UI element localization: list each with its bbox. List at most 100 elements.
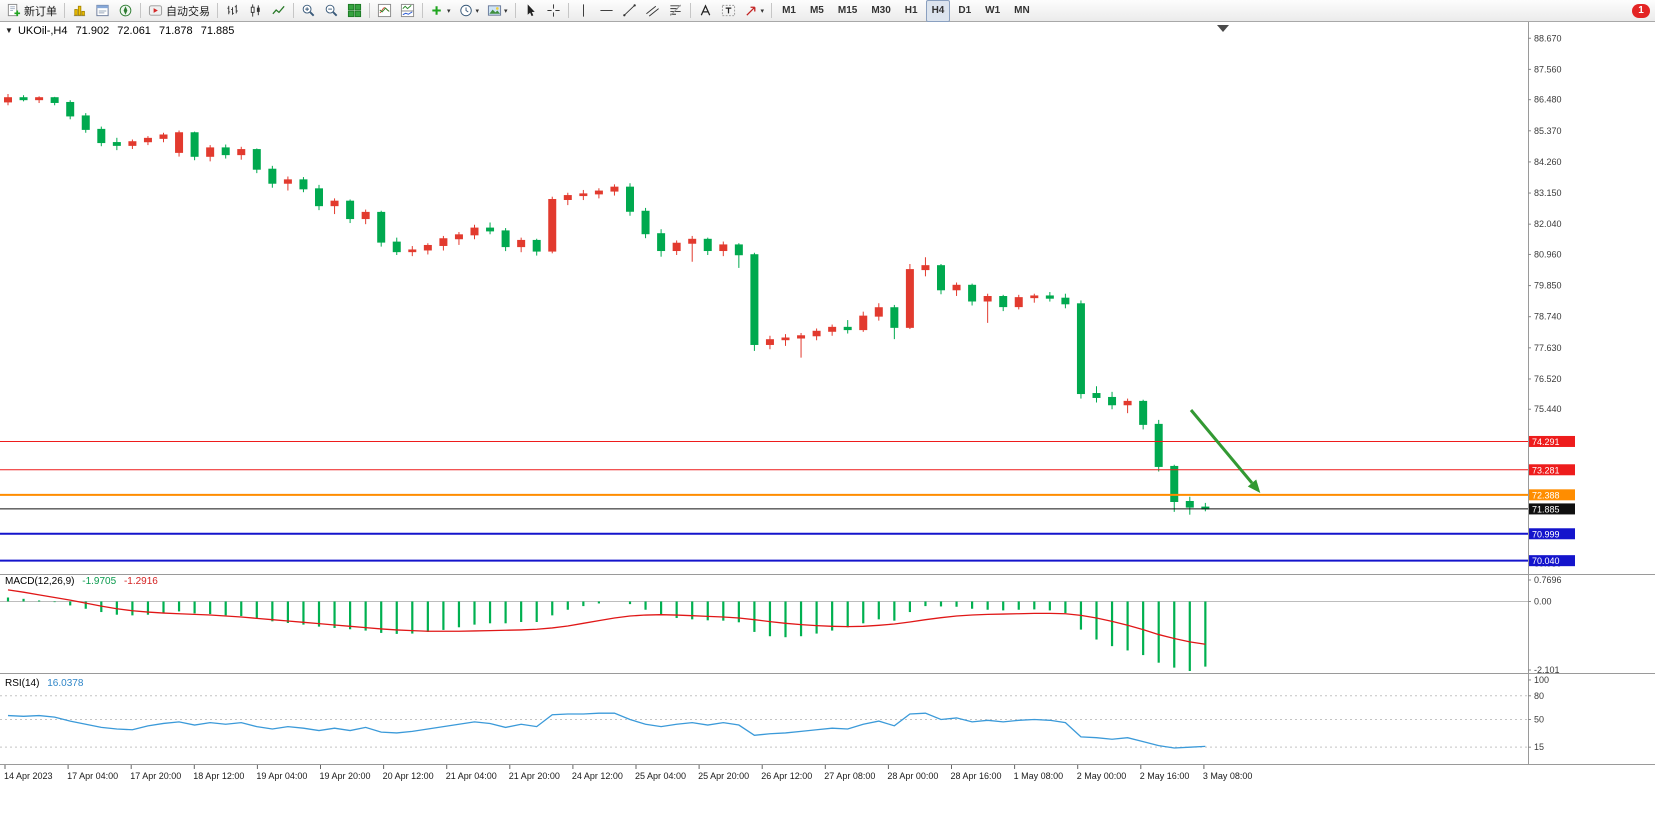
- fibonacci-icon: [668, 3, 683, 18]
- tile-windows-button[interactable]: [344, 1, 365, 21]
- add-indicator-button[interactable]: ▾: [427, 1, 454, 21]
- timeframe-m30[interactable]: M30: [865, 0, 896, 22]
- zoom-out-button[interactable]: [321, 1, 342, 21]
- period-clock-button[interactable]: ▾: [456, 1, 483, 21]
- price-axis-label: 77.630: [1534, 343, 1562, 353]
- dropdown-caret-icon: ▾: [760, 7, 765, 15]
- candle: [703, 237, 712, 256]
- timeframe-h4[interactable]: H4: [925, 0, 951, 22]
- time-axis-label: 17 Apr 20:00: [130, 771, 181, 781]
- candle: [470, 224, 479, 240]
- timeframe-mn[interactable]: MN: [1008, 0, 1036, 22]
- candle: [81, 113, 90, 133]
- candle: [797, 332, 806, 358]
- price-axis-label: 88.670: [1534, 33, 1562, 43]
- time-axis-label: 20 Apr 12:00: [383, 771, 434, 781]
- price-axis-label: 80.960: [1534, 249, 1562, 259]
- vertical-line-button[interactable]: [573, 1, 594, 21]
- timeframe-w1[interactable]: W1: [979, 0, 1006, 22]
- price-tag-73.281: [1529, 464, 1575, 476]
- candle: [486, 222, 495, 235]
- candle: [594, 188, 603, 199]
- chart-bars-icon: [225, 3, 240, 18]
- annotation-arrow[interactable]: [1189, 409, 1261, 493]
- new-order-icon: [6, 3, 21, 18]
- cursor-button[interactable]: [520, 1, 541, 21]
- time-axis-label: 26 Apr 12:00: [761, 771, 812, 781]
- indicators-button[interactable]: [374, 1, 395, 21]
- label-button[interactable]: [718, 1, 739, 21]
- candle: [657, 229, 666, 257]
- notification-badge[interactable]: 1: [1632, 3, 1650, 18]
- trendline-icon: [622, 3, 637, 18]
- candle: [454, 232, 463, 245]
- shapes-button[interactable]: ▾: [741, 1, 768, 21]
- channel-button[interactable]: [642, 1, 663, 21]
- candle: [315, 184, 323, 211]
- data-window-button[interactable]: [92, 1, 113, 21]
- price-tag-74.291: [1529, 435, 1575, 447]
- time-axis-label: 28 Apr 16:00: [951, 771, 1002, 781]
- rsi-axis-label: 50: [1534, 715, 1544, 725]
- timeframe-m5[interactable]: M5: [804, 0, 830, 22]
- candle: [143, 136, 152, 146]
- candle: [999, 294, 1008, 312]
- timeframe-m15[interactable]: M15: [832, 0, 863, 22]
- templates-icon: [487, 3, 502, 18]
- price-axis-label: 83.150: [1534, 188, 1562, 198]
- market-watch-button[interactable]: [69, 1, 90, 21]
- hline-icon: [599, 3, 614, 18]
- chart-symbol-header: ▼ UKOil-,H4 71.902 72.061 71.878 71.885: [5, 25, 239, 37]
- time-axis-label: 2 May 16:00: [1140, 771, 1190, 781]
- horizontal-line-button[interactable]: [596, 1, 617, 21]
- search-button[interactable]: [1620, 1, 1626, 21]
- price-axis-label: 85.370: [1534, 126, 1562, 136]
- time-axis-label: 19 Apr 20:00: [320, 771, 371, 781]
- candle: [408, 246, 417, 257]
- candle: [206, 145, 215, 162]
- candle: [905, 263, 914, 330]
- candle: [952, 282, 961, 296]
- trend-arrow-shaft[interactable]: [1189, 409, 1254, 484]
- zoom-in-button[interactable]: [298, 1, 319, 21]
- navigator-button[interactable]: [115, 1, 136, 21]
- zoom-in-icon: [301, 3, 316, 18]
- bar-chart-button[interactable]: [222, 1, 243, 21]
- crosshair-button[interactable]: [543, 1, 564, 21]
- collapse-icon[interactable]: ▼: [5, 26, 13, 35]
- chart-canvas[interactable]: 88.670 87.560 86.480 85.370 84.260 83.150 82.0…: [0, 21, 1655, 825]
- candle: [563, 192, 572, 206]
- timeframe-m15-label: M15: [837, 5, 858, 16]
- candles-layer: [4, 94, 1210, 515]
- macd-histogram: [6, 597, 1207, 671]
- timeframe-m5-label: M5: [809, 5, 824, 16]
- candle: [1061, 293, 1070, 309]
- vline-icon: [576, 3, 591, 18]
- cursor-icon: [523, 3, 538, 18]
- chart-line-icon: [271, 3, 286, 18]
- timeframe-m1[interactable]: M1: [776, 0, 802, 22]
- text-button[interactable]: [695, 1, 716, 21]
- candlestick-chart-button[interactable]: [245, 1, 266, 21]
- timeframe-h1[interactable]: H1: [899, 0, 924, 22]
- timeframe-mn-label: MN: [1014, 5, 1030, 16]
- new-order-button[interactable]: 新订单: [3, 1, 60, 21]
- candle: [50, 96, 59, 106]
- candle: [734, 243, 743, 268]
- time-axis-label: 25 Apr 04:00: [635, 771, 686, 781]
- timeframe-d1[interactable]: D1: [952, 0, 977, 22]
- indicator-windows-button[interactable]: [397, 1, 418, 21]
- rsi-axis-label: 80: [1534, 691, 1544, 701]
- autotrade-button[interactable]: 自动交易: [145, 1, 213, 21]
- templates-button[interactable]: ▾: [484, 1, 511, 21]
- candle: [937, 263, 945, 295]
- time-axis: 14 Apr 2023 17 Apr 04:00 17 Apr 20:00 18 Ap…: [4, 765, 1252, 781]
- rsi-value: 16.0378: [47, 678, 84, 689]
- toolbar-separator: [514, 3, 516, 18]
- trendline-button[interactable]: [619, 1, 640, 21]
- fibonacci-button[interactable]: [665, 1, 686, 21]
- toolbar-separator: [369, 3, 370, 18]
- line-chart-button[interactable]: [268, 1, 289, 21]
- ohlc-close: 71.885: [200, 25, 235, 37]
- candle: [517, 237, 526, 253]
